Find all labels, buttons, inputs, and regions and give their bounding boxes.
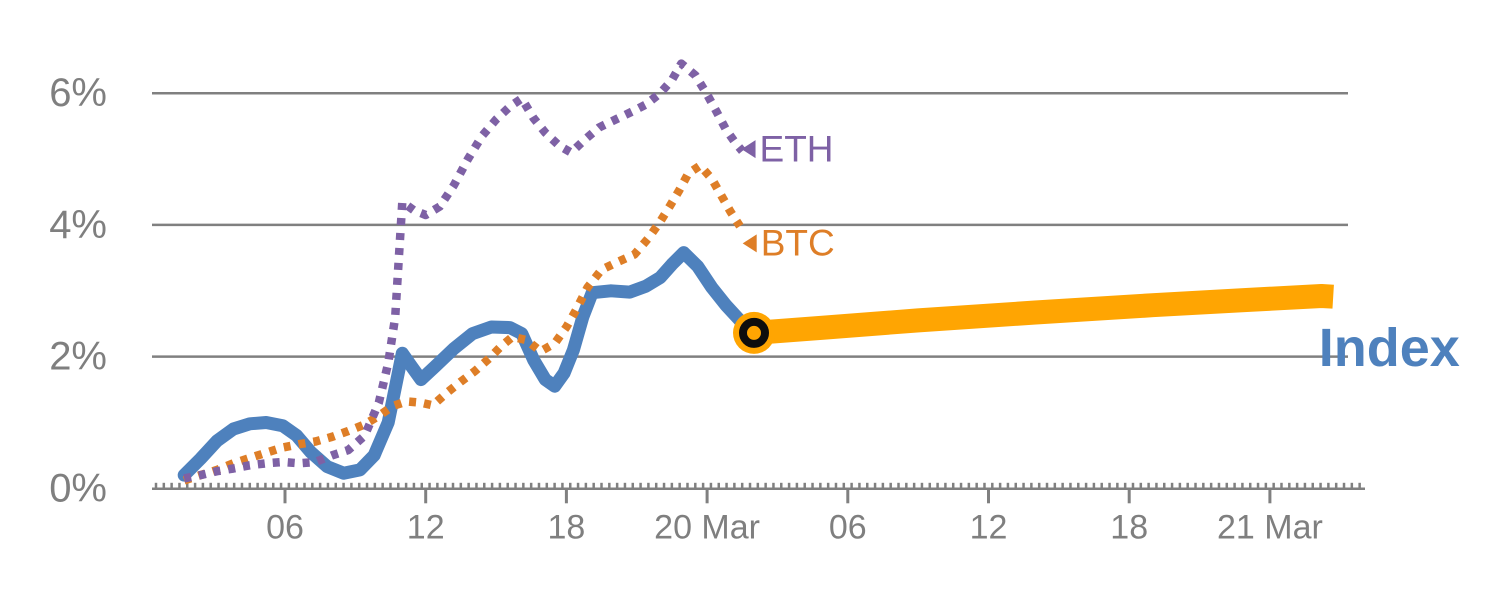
x-tick-label: 12 xyxy=(970,508,1008,546)
index-forecast-line xyxy=(753,284,1334,345)
forecast-marker-ring xyxy=(739,317,769,348)
x-tick-label: 12 xyxy=(407,508,445,546)
index-line xyxy=(177,246,761,482)
x-tick-label: 21 Mar xyxy=(1217,508,1323,546)
x-tick-label: 06 xyxy=(266,508,304,546)
x-tick-label: 18 xyxy=(547,508,585,546)
y-tick-label: 6% xyxy=(49,71,107,115)
y-tick-label: 0% xyxy=(49,466,107,510)
y-tick-label: 2% xyxy=(49,335,107,379)
index-series-label: Index xyxy=(1318,318,1460,379)
x-tick-label: 18 xyxy=(1110,508,1148,546)
y-tick-label: 4% xyxy=(49,203,107,247)
x-tick-label: 06 xyxy=(829,508,867,546)
x-tick-label: 20 Mar xyxy=(654,508,760,546)
btc-line xyxy=(182,161,744,485)
eth-series-label: ETH xyxy=(759,128,834,170)
eth-label-arrow xyxy=(741,140,756,159)
btc-label-arrow xyxy=(742,234,757,253)
btc-series-label: BTC xyxy=(760,222,835,264)
